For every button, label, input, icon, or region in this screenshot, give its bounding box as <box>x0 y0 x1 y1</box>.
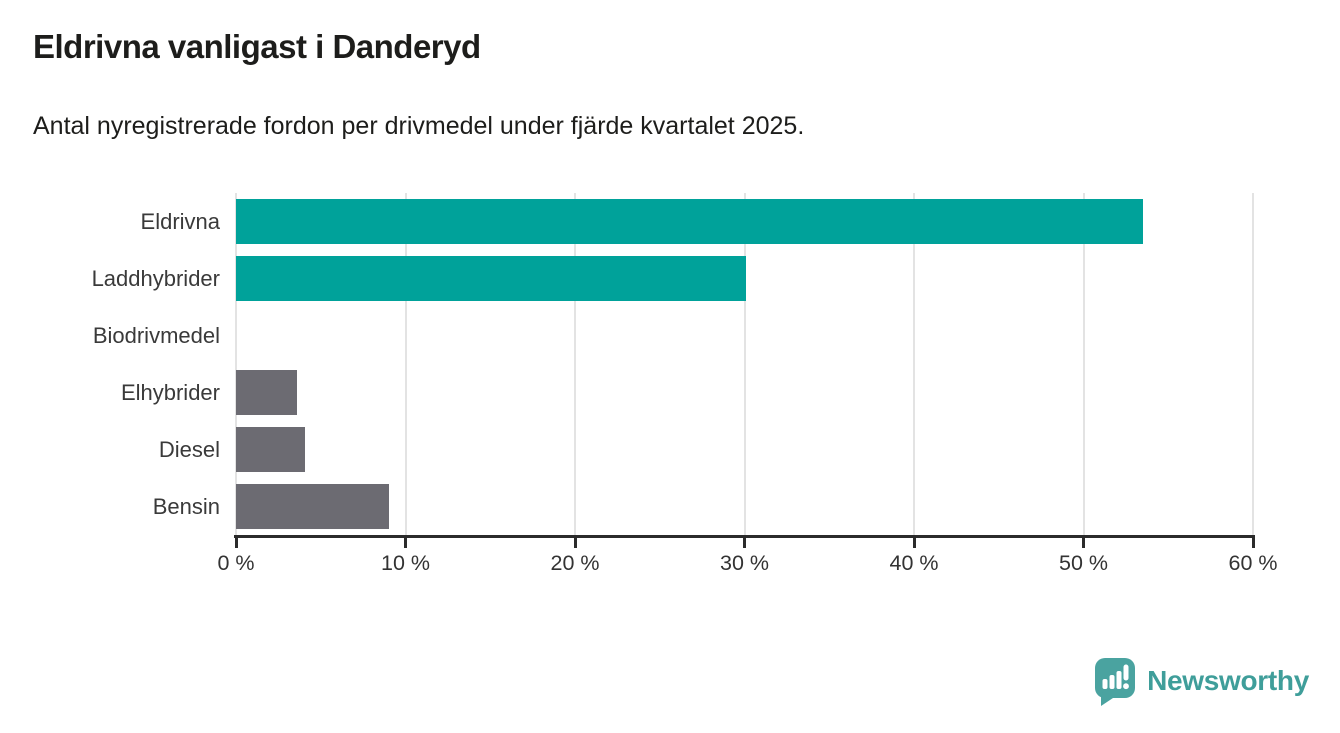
x-axis-tick-label: 0 % <box>217 551 255 575</box>
x-axis-tick-label: 20 % <box>550 551 600 575</box>
bar-row <box>236 307 1253 364</box>
x-axis-tick-label: 10 % <box>380 551 431 575</box>
y-axis-label: Diesel <box>158 437 220 462</box>
bar-row <box>236 421 1253 478</box>
x-axis-tick <box>1082 535 1085 548</box>
y-axis-label: Eldrivna <box>140 209 220 234</box>
newsworthy-speech-bubble-icon <box>1095 658 1136 706</box>
y-axis-label: Bensin <box>152 494 220 519</box>
gridline <box>404 193 407 535</box>
bar-elhybrider <box>236 370 298 415</box>
x-axis-tick <box>234 535 238 548</box>
gridline <box>1252 193 1254 535</box>
y-axis-labels: Eldrivna Laddhybrider Biodrivmedel Elhybrid… <box>0 193 220 535</box>
gridline <box>743 193 746 535</box>
bar-laddhybrider <box>236 256 747 301</box>
y-axis-label: Elhybrider <box>120 380 220 405</box>
mini-bar-chart-glyph <box>1102 664 1129 690</box>
newsworthy-logo: Newsworthy <box>1093 656 1309 706</box>
bar-row <box>236 193 1253 250</box>
x-axis-tick <box>912 535 916 548</box>
y-axis-label: Laddhybrider <box>91 266 220 291</box>
bar-row <box>236 478 1253 535</box>
x-axis-tick <box>1251 535 1255 548</box>
x-axis-tick <box>743 535 746 548</box>
x-axis-tick <box>404 535 407 548</box>
page-title: Eldrivna vanligast i Danderyd <box>33 28 481 65</box>
x-axis-tick <box>573 535 577 548</box>
y-axis-label: Biodrivmedel <box>92 323 220 348</box>
gridline <box>574 193 576 535</box>
x-axis-tick-label: 50 % <box>1058 551 1109 575</box>
x-axis-tick-label: 40 % <box>889 551 939 575</box>
bar-row <box>236 250 1253 307</box>
chart-subtitle: Antal nyregistrerade fordon per drivmede… <box>33 112 805 140</box>
bar-row <box>236 364 1253 421</box>
bar-chart-plot-area: 0 % 10 % 20 % 30 % 40 % 50 % 60 % <box>217 193 1278 575</box>
gridline <box>1082 193 1085 535</box>
x-axis-tick-label: 30 % <box>719 551 770 575</box>
newsworthy-wordmark: Newsworthy <box>1147 665 1309 696</box>
bar-eldrivna <box>236 199 1143 244</box>
bar-bensin <box>236 484 389 529</box>
bar-diesel <box>236 427 306 472</box>
gridline <box>235 193 237 535</box>
gridline <box>913 193 915 535</box>
x-axis-tick-label: 60 % <box>1228 551 1278 575</box>
